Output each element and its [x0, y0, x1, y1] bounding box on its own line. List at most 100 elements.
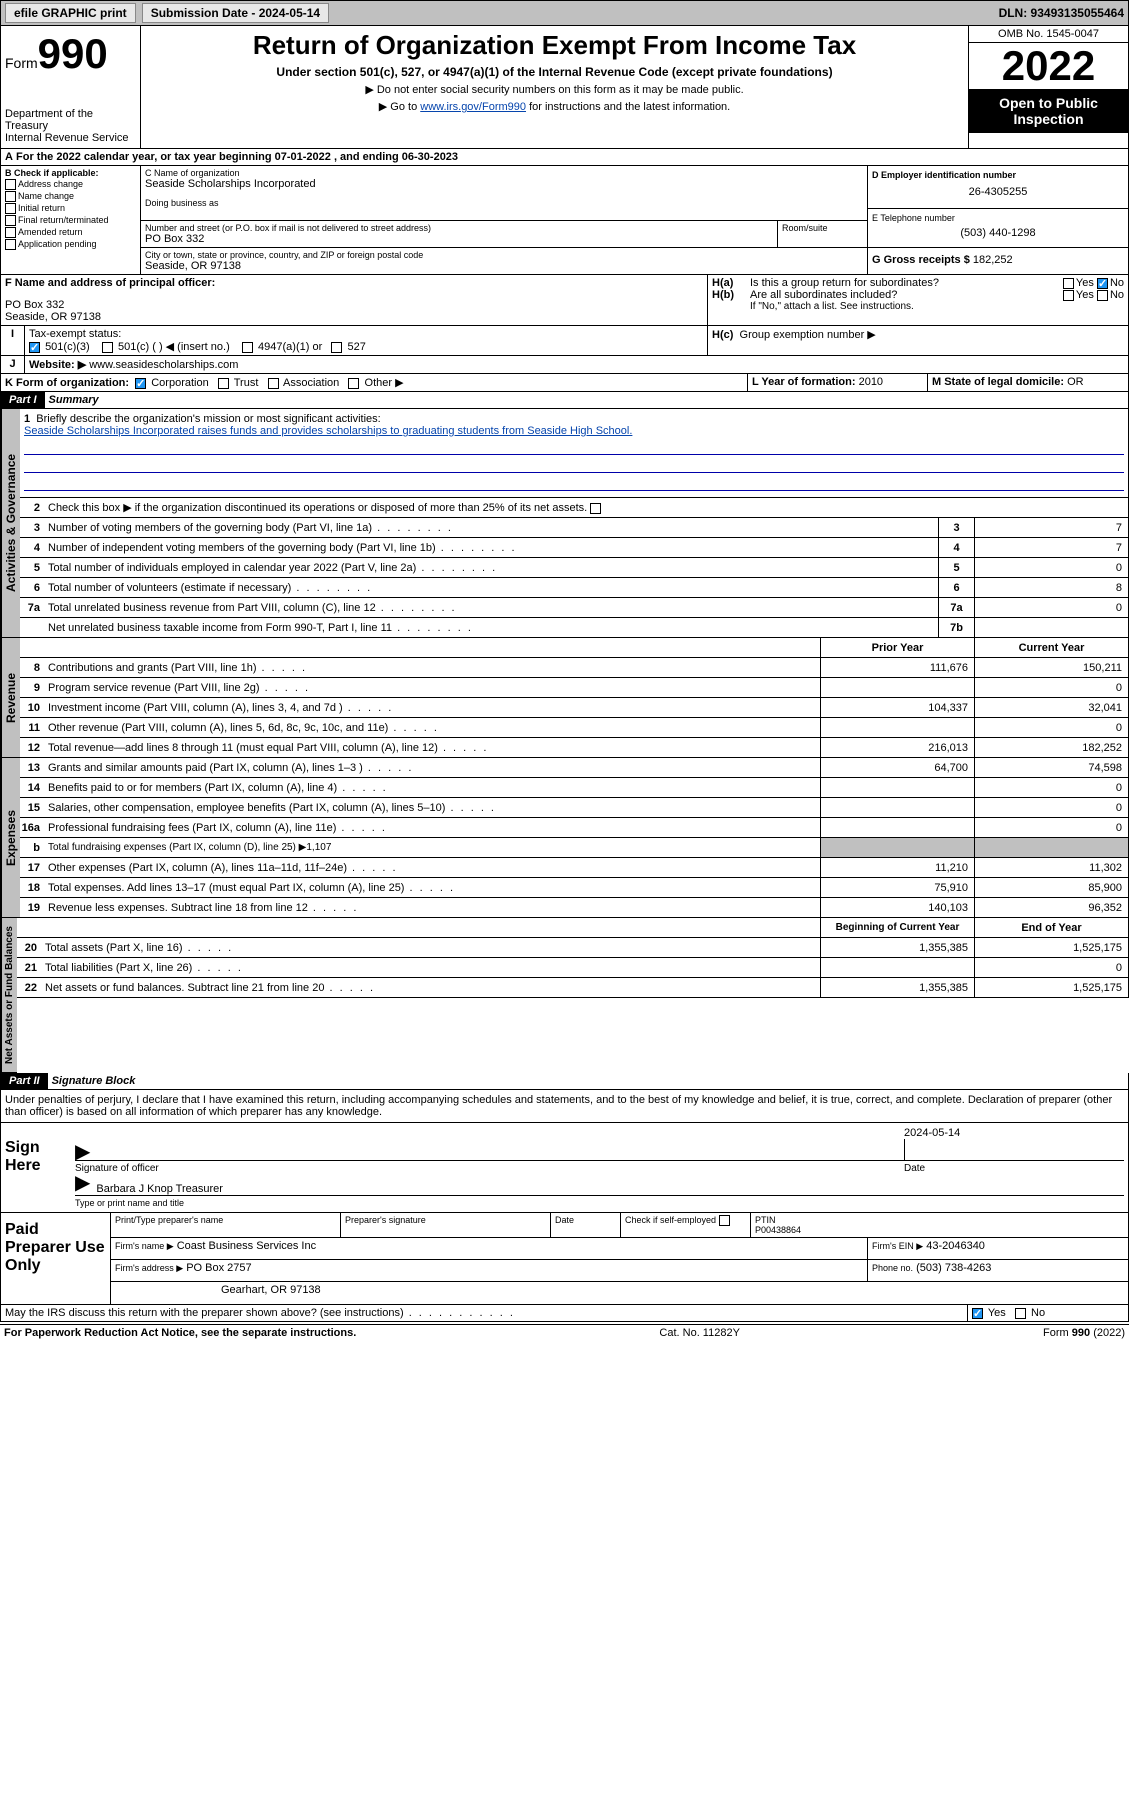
cb-501c3[interactable] [29, 342, 40, 353]
col-current: Current Year [974, 638, 1128, 657]
pt-name-label: Print/Type preparer's name [111, 1213, 341, 1237]
page-footer: For Paperwork Reduction Act Notice, see … [0, 1324, 1129, 1341]
year-formation: 2010 [859, 376, 883, 388]
street-label: Number and street (or P.O. box if mail i… [145, 223, 773, 233]
col-prior: Prior Year [820, 638, 974, 657]
cb-4947[interactable] [242, 342, 253, 353]
gov-line: Net unrelated business taxable income fr… [20, 618, 1129, 638]
website-row: J Website: ▶ www.seasidescholarships.com [0, 356, 1129, 374]
cat-no: Cat. No. 11282Y [356, 1327, 1043, 1339]
officer-addr1: PO Box 332 [5, 299, 703, 311]
omb-number: OMB No. 1545-0047 [969, 26, 1128, 43]
cb-hb-yes[interactable] [1063, 290, 1074, 301]
data-line: 22Net assets or fund balances. Subtract … [17, 978, 1129, 998]
data-line: 8Contributions and grants (Part VIII, li… [20, 658, 1129, 678]
gross-receipts: 182,252 [973, 254, 1013, 266]
paid-prep-label: Paid Preparer Use Only [1, 1213, 111, 1304]
sig-officer-label: Signature of officer [75, 1163, 904, 1174]
arrow-icon: ▶ [75, 1170, 90, 1195]
cb-discontinued[interactable] [590, 503, 601, 514]
cb-initial-return[interactable] [5, 203, 16, 214]
open-public: Open to Public Inspection [969, 89, 1128, 133]
officer-label: F Name and address of principal officer: [5, 277, 703, 289]
tab-netassets: Net Assets or Fund Balances [1, 918, 17, 1073]
ein-label: D Employer identification number [872, 170, 1124, 180]
tax-status-row: I Tax-exempt status: 501(c)(3) 501(c) ( … [0, 326, 1129, 356]
cb-final-return[interactable] [5, 215, 16, 226]
cb-assoc[interactable] [268, 378, 279, 389]
arrow-icon: ▶ [75, 1139, 90, 1160]
firm-ein: 43-2046340 [926, 1240, 985, 1252]
goto-note: ▶ Go to www.irs.gov/Form990 for instruct… [145, 100, 964, 113]
pt-date-label: Date [551, 1213, 621, 1237]
officer-name-title: Barbara J Knop Treasurer [96, 1183, 223, 1195]
col-begin: Beginning of Current Year [820, 918, 974, 937]
tax-year-range: A For the 2022 calendar year, or tax yea… [1, 149, 1128, 165]
section-revenue: Revenue b Prior Year Current Year 8Contr… [0, 638, 1129, 758]
cb-trust[interactable] [218, 378, 229, 389]
form-subtitle: Under section 501(c), 527, or 4947(a)(1)… [145, 65, 964, 79]
data-line: 16aProfessional fundraising fees (Part I… [20, 818, 1129, 838]
data-line: 20Total assets (Part X, line 16)1,355,38… [17, 938, 1129, 958]
cb-may-irs-yes[interactable] [972, 1308, 983, 1319]
tab-expenses: Expenses [1, 758, 20, 918]
data-line: 18Total expenses. Add lines 13–17 (must … [20, 878, 1129, 898]
tab-revenue: Revenue [1, 638, 20, 758]
top-bar: efile GRAPHIC print Submission Date - 20… [0, 0, 1129, 26]
gross-receipts-label: G Gross receipts $ [872, 254, 970, 266]
section-netassets: Net Assets or Fund Balances . Beginning … [0, 918, 1129, 1073]
cb-501c[interactable] [102, 342, 113, 353]
section-governance: Activities & Governance 1 Briefly descri… [0, 409, 1129, 638]
cb-app-pending[interactable] [5, 239, 16, 250]
form-ref: Form 990 (2022) [1043, 1327, 1125, 1339]
city-label: City or town, state or province, country… [145, 250, 863, 260]
irs-link[interactable]: www.irs.gov/Form990 [420, 101, 526, 113]
cb-hb-no[interactable] [1097, 290, 1108, 301]
cb-amended[interactable] [5, 227, 16, 238]
cb-corp[interactable] [135, 378, 146, 389]
cb-address-change[interactable] [5, 179, 16, 190]
city: Seaside, OR 97138 [145, 260, 863, 272]
state-domicile: OR [1067, 376, 1084, 388]
part2-header: Part II Signature Block [0, 1073, 1129, 1090]
data-line: 9Program service revenue (Part VIII, lin… [20, 678, 1129, 698]
data-line: 14Benefits paid to or for members (Part … [20, 778, 1129, 798]
org-name-label: C Name of organization [145, 168, 863, 178]
firm-addr1: PO Box 2757 [186, 1262, 251, 1274]
sign-here-label: Sign Here [1, 1123, 71, 1212]
declaration: Under penalties of perjury, I declare th… [0, 1090, 1129, 1123]
cb-name-change[interactable] [5, 191, 16, 202]
cb-may-irs-no[interactable] [1015, 1308, 1026, 1319]
sig-date: 2024-05-14 [904, 1127, 1124, 1139]
h-a-label: Is this a group return for subordinates? [750, 277, 1063, 289]
sign-here-block: Sign Here 2024-05-14 ▶ Signature of offi… [0, 1123, 1129, 1213]
data-line: 10Investment income (Part VIII, column (… [20, 698, 1129, 718]
street: PO Box 332 [145, 233, 773, 245]
efile-button[interactable]: efile GRAPHIC print [5, 3, 136, 23]
cb-self-employed[interactable] [719, 1215, 730, 1226]
org-name: Seaside Scholarships Incorporated [145, 178, 863, 190]
data-line: 13Grants and similar amounts paid (Part … [20, 758, 1129, 778]
gov-line: 3Number of voting members of the governi… [20, 518, 1129, 538]
section-expenses: Expenses 13Grants and similar amounts pa… [0, 758, 1129, 918]
cb-ha-no[interactable] [1097, 278, 1108, 289]
gov-line: 4Number of independent voting members of… [20, 538, 1129, 558]
row-a: A For the 2022 calendar year, or tax yea… [0, 149, 1129, 166]
officer-addr2: Seaside, OR 97138 [5, 311, 703, 323]
data-line: 19Revenue less expenses. Subtract line 1… [20, 898, 1129, 918]
gov-line: 7aTotal unrelated business revenue from … [20, 598, 1129, 618]
cb-ha-yes[interactable] [1063, 278, 1074, 289]
tab-governance: Activities & Governance [1, 409, 20, 638]
room-label: Room/suite [782, 223, 863, 233]
may-irs-row: May the IRS discuss this return with the… [0, 1305, 1129, 1322]
phone: (503) 440-1298 [872, 223, 1124, 243]
date-label: Date [904, 1163, 1124, 1174]
cb-other[interactable] [348, 378, 359, 389]
paperwork-notice: For Paperwork Reduction Act Notice, see … [4, 1327, 356, 1339]
officer-group-block: F Name and address of principal officer:… [0, 275, 1129, 326]
cb-527[interactable] [331, 342, 342, 353]
col-end: End of Year [974, 918, 1128, 937]
data-line: 15Salaries, other compensation, employee… [20, 798, 1129, 818]
form-header: Form990 Department of the Treasury Inter… [0, 26, 1129, 149]
submission-date: Submission Date - 2024-05-14 [142, 3, 329, 23]
